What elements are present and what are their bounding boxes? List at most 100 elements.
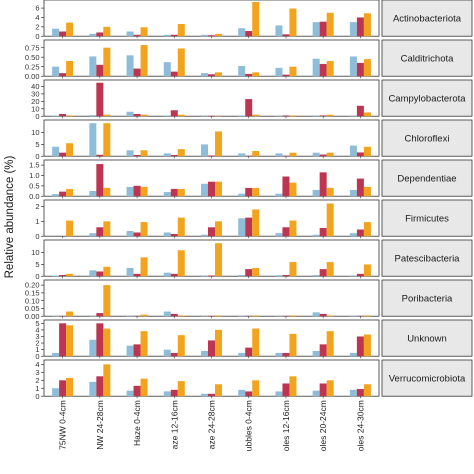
bar [319, 64, 327, 77]
bar [363, 59, 371, 77]
bar [349, 189, 357, 197]
bar [170, 313, 178, 317]
bar [208, 35, 215, 37]
bar [363, 146, 371, 157]
bar [208, 393, 215, 397]
bar [103, 114, 111, 117]
bar [312, 350, 320, 357]
bar [133, 113, 141, 117]
bar [103, 187, 111, 197]
bar [201, 275, 208, 277]
bar [208, 74, 215, 77]
bar [289, 182, 297, 197]
bar [282, 34, 290, 37]
bar [170, 352, 178, 357]
bar [349, 22, 357, 37]
bar [208, 275, 215, 277]
bar [275, 275, 283, 277]
bar [245, 347, 253, 357]
bar [201, 393, 208, 397]
bar [126, 186, 134, 197]
bar [126, 230, 134, 237]
bar [170, 273, 178, 277]
bar [66, 188, 74, 197]
bar [170, 233, 178, 237]
y-tick-label: 3 [35, 332, 39, 341]
bar [275, 233, 283, 237]
bar [163, 34, 171, 37]
bar [140, 114, 148, 117]
bar [275, 352, 283, 357]
bar [252, 315, 260, 317]
bar [349, 275, 357, 277]
bar [163, 153, 171, 157]
y-tick-label: 0 [35, 32, 39, 41]
bar [163, 272, 171, 277]
bar [177, 335, 185, 357]
bar [238, 65, 246, 77]
bar [319, 172, 327, 197]
bar [252, 209, 260, 237]
bar [289, 262, 297, 277]
bar [238, 115, 246, 117]
bar [163, 62, 171, 77]
y-tick-label: 0 [35, 392, 39, 401]
bar [238, 218, 246, 237]
strip-label: Firmicutes [405, 214, 449, 225]
bar [289, 220, 297, 237]
bar [252, 151, 260, 157]
y-tick-label: 10 [31, 128, 39, 137]
strip-box [381, 239, 473, 277]
y-tick-label: 10 [31, 104, 39, 113]
bar [59, 275, 67, 277]
bar [245, 217, 253, 237]
bar [245, 31, 253, 37]
bar [238, 28, 246, 37]
bar [133, 68, 141, 77]
bar [103, 47, 111, 77]
bar [52, 66, 60, 77]
bar [215, 131, 222, 157]
bar [312, 22, 320, 37]
bar [208, 155, 215, 157]
bar [238, 275, 246, 277]
panel-chloroflexi: Chloroflexi 0 5 10 [31, 119, 473, 161]
bar [126, 150, 134, 157]
bar [89, 270, 97, 277]
bar [238, 193, 246, 197]
bar [319, 344, 327, 357]
bar [103, 285, 111, 317]
bar [282, 227, 290, 237]
bar [66, 377, 74, 397]
bar [363, 222, 371, 237]
bar [140, 150, 148, 157]
bar [140, 378, 148, 397]
bar [59, 191, 67, 197]
bar [96, 313, 104, 317]
y-tick-label: 0 [35, 152, 39, 161]
y-tick-label: 0.75 [25, 43, 40, 52]
y-tick-label: 0.25 [25, 62, 40, 71]
y-tick-label: 1.5 [29, 161, 39, 170]
bar [177, 24, 185, 37]
bar [356, 152, 364, 157]
bar [215, 315, 222, 317]
bar [326, 61, 334, 77]
bar [349, 145, 357, 157]
bar [215, 221, 222, 237]
bar [208, 340, 215, 357]
bar [96, 164, 104, 197]
bar [238, 352, 246, 357]
bar [326, 114, 334, 117]
y-tick-label: 2 [35, 339, 39, 348]
bar [89, 191, 97, 197]
bar [201, 350, 208, 357]
bar [312, 275, 320, 277]
x-tick-label: NW 24-28cm [95, 400, 105, 450]
y-tick-label: 4 [35, 13, 39, 22]
y-tick-label: 0.0 [29, 192, 39, 201]
bar [282, 176, 290, 197]
bar [326, 315, 334, 317]
